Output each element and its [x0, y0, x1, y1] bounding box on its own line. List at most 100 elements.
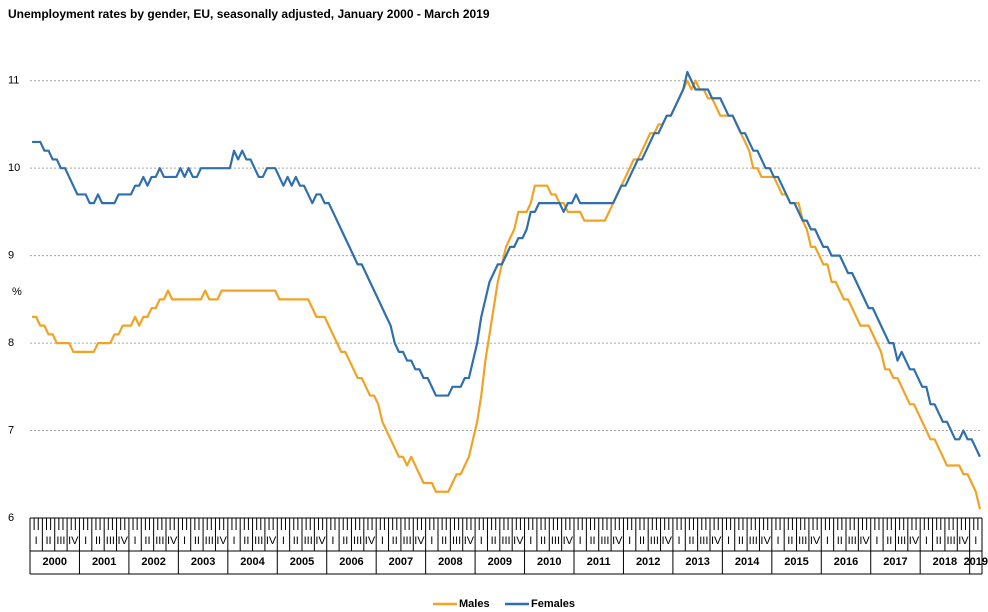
x-tick-label: II: [392, 535, 398, 547]
x-tick-label: IV: [760, 535, 771, 547]
x-tick-label: III: [699, 535, 708, 547]
x-tick-label: II: [886, 535, 892, 547]
y-tick-label: 10: [8, 162, 20, 174]
year-label: 2003: [191, 556, 215, 568]
y-tick-label: 11: [8, 75, 19, 87]
y-tick-label: 6: [8, 512, 14, 524]
year-label: 2016: [834, 556, 858, 568]
x-tick-label: I: [974, 535, 977, 547]
x-tick-label: I: [875, 535, 878, 547]
x-tick-label: II: [293, 535, 299, 547]
series-line: [32, 79, 982, 510]
year-label: 2014: [735, 556, 760, 568]
x-tick-label: III: [155, 535, 164, 547]
x-tick-label: II: [342, 535, 348, 547]
x-tick-label: II: [837, 535, 843, 547]
x-tick-label: IV: [563, 535, 574, 547]
x-tick-label: IV: [266, 535, 277, 547]
x-tick-label: I: [430, 535, 433, 547]
x-tick-label: I: [134, 535, 137, 547]
year-label: 2005: [290, 556, 314, 568]
x-tick-label: III: [600, 535, 609, 547]
x-tick-label: IV: [68, 535, 79, 547]
x-tick-label: III: [848, 535, 857, 547]
x-tick-label: III: [749, 535, 758, 547]
x-tick-label: III: [254, 535, 263, 547]
x-tick-label: III: [650, 535, 659, 547]
x-tick-label: II: [243, 535, 249, 547]
year-label: 2011: [587, 556, 611, 568]
x-tick-label: I: [381, 535, 384, 547]
year-label: 2001: [92, 556, 116, 568]
x-tick-label: II: [95, 535, 101, 547]
year-label: 2017: [883, 556, 907, 568]
x-tick-label: III: [798, 535, 807, 547]
year-label: 2008: [438, 556, 462, 568]
x-tick-label: II: [738, 535, 744, 547]
x-tick-label: III: [897, 535, 906, 547]
year-label: 2012: [636, 556, 660, 568]
x-tick-label: III: [551, 535, 560, 547]
x-tick-label: II: [589, 535, 595, 547]
x-tick-label: IV: [662, 535, 673, 547]
x-tick-label: IV: [711, 535, 722, 547]
x-tick-label: I: [183, 535, 186, 547]
x-tick-label: IV: [216, 535, 227, 547]
x-tick-label: II: [441, 535, 447, 547]
x-tick-label: III: [452, 535, 461, 547]
x-tick-label: I: [84, 535, 87, 547]
year-label: 2002: [141, 556, 165, 568]
y-tick-label: 8: [8, 337, 14, 349]
chart-title: Unemployment rates by gender, EU, season…: [8, 7, 490, 21]
x-tick-label: IV: [513, 535, 524, 547]
x-tick-label: II: [144, 535, 150, 547]
x-tick-label: IV: [810, 535, 821, 547]
x-tick-label: IV: [167, 535, 178, 547]
year-label: 2000: [42, 556, 66, 568]
x-tick-label: II: [491, 535, 497, 547]
x-tick-label: I: [232, 535, 235, 547]
x-tick-label: II: [787, 535, 793, 547]
x-tick-label: II: [639, 535, 645, 547]
x-tick-label: II: [194, 535, 200, 547]
x-tick-label: III: [403, 535, 412, 547]
x-tick-label: I: [579, 535, 582, 547]
x-tick-label: II: [936, 535, 942, 547]
legend-label: Males: [459, 598, 490, 610]
x-tick-label: IV: [464, 535, 475, 547]
x-tick-label: II: [45, 535, 51, 547]
x-tick-label: I: [480, 535, 483, 547]
legend-label: Females: [531, 598, 575, 610]
y-tick-label: 7: [8, 424, 14, 436]
x-tick-label: I: [35, 535, 38, 547]
year-label: 2013: [685, 556, 709, 568]
year-label: 2015: [784, 556, 808, 568]
year-label: 2018: [933, 556, 957, 568]
x-tick-label: III: [304, 535, 313, 547]
x-tick-label: I: [776, 535, 779, 547]
x-tick-label: I: [727, 535, 730, 547]
x-tick-label: III: [106, 535, 115, 547]
x-tick-label: III: [947, 535, 956, 547]
x-tick-label: I: [529, 535, 532, 547]
x-tick-label: I: [678, 535, 681, 547]
year-label: 2009: [488, 556, 512, 568]
x-tick-label: IV: [612, 535, 623, 547]
x-tick-label: I: [826, 535, 829, 547]
y-tick-label: 9: [8, 250, 14, 262]
x-tick-label: IV: [414, 535, 425, 547]
x-tick-label: III: [501, 535, 510, 547]
x-tick-label: IV: [315, 535, 326, 547]
x-tick-label: IV: [909, 535, 920, 547]
x-tick-label: II: [540, 535, 546, 547]
year-label: 2010: [537, 556, 561, 568]
series-line: [32, 70, 981, 458]
year-label: 2007: [389, 556, 413, 568]
x-tick-label: IV: [118, 535, 129, 547]
x-tick-label: IV: [958, 535, 969, 547]
x-tick-label: I: [282, 535, 285, 547]
x-tick-label: III: [205, 535, 214, 547]
x-tick-label: I: [925, 535, 928, 547]
x-tick-label: I: [628, 535, 631, 547]
